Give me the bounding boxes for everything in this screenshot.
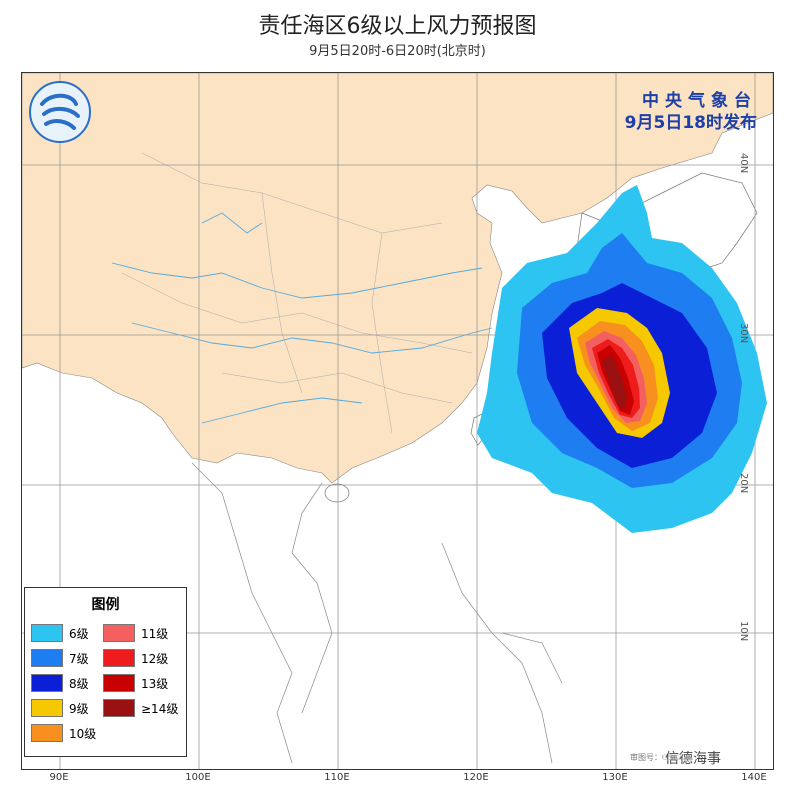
mainland-landmass <box>22 73 773 484</box>
legend-label: 12级 <box>141 651 169 666</box>
map-canvas <box>22 73 773 769</box>
legend-swatch <box>31 699 63 717</box>
lat-label-20n: 20N <box>738 473 749 494</box>
legend-swatch <box>31 674 63 692</box>
lon-label-100e: 100E <box>185 772 211 783</box>
southeast-asia-outline <box>191 462 563 764</box>
legend-item-14-plus: ≥14级 <box>103 699 178 717</box>
lat-lon-grid <box>22 73 773 769</box>
legend-label: 11级 <box>141 626 169 641</box>
wind-zones <box>477 185 767 533</box>
legend-item-12: 12级 <box>103 649 168 667</box>
province-borders <box>121 152 473 434</box>
lon-label-90e: 90E <box>49 772 69 783</box>
longitude-axis: 90E 100E 110E 120E 130E 140E <box>21 770 774 790</box>
hainan-island <box>324 483 350 503</box>
issue-time: 9月5日18时发布 <box>624 113 757 133</box>
legend-label: 10级 <box>69 726 97 741</box>
lon-label-120e: 120E <box>463 772 489 783</box>
legend: 图例 6级 7级 8级 9级 10级 11级 12级 13级 ≥14级 <box>24 587 187 757</box>
lat-label-40n: 40N <box>738 153 749 174</box>
legend-label: 13级 <box>141 676 169 691</box>
legend-item-6: 6级 <box>31 624 89 642</box>
legend-swatch <box>103 699 135 717</box>
forecast-map: 40N 30N 20N 10N <box>21 72 774 770</box>
legend-label: 6级 <box>69 626 89 641</box>
legend-item-11: 11级 <box>103 624 168 642</box>
forecast-period: 9月5日20时-6日20时(北京时) <box>309 44 486 59</box>
legend-item-7: 7级 <box>31 649 89 667</box>
rivers <box>111 212 493 424</box>
legend-swatch <box>31 724 63 742</box>
legend-swatch <box>103 674 135 692</box>
legend-title: 图例 <box>91 597 120 613</box>
legend-item-13: 13级 <box>103 674 168 692</box>
legend-swatch <box>103 649 135 667</box>
map-credit: 审图号：GS(2 <box>630 753 682 762</box>
cma-logo-icon <box>29 81 91 143</box>
legend-swatch <box>103 624 135 642</box>
wind-zone-14-plus <box>602 355 627 409</box>
legend-label: 9级 <box>69 701 89 716</box>
lat-label-10n: 10N <box>738 621 749 642</box>
legend-swatch <box>31 649 63 667</box>
legend-label: 7级 <box>69 651 89 666</box>
legend-label: 8级 <box>69 676 89 691</box>
issuer-block: 中央气象台 9月5日18时发布 <box>625 90 757 134</box>
lon-label-140e: 140E <box>741 772 767 783</box>
lon-label-110e: 110E <box>324 772 350 783</box>
lat-label-30n: 30N <box>738 323 749 344</box>
legend-item-9: 9级 <box>31 699 89 717</box>
issuer-agency: 中央气象台 <box>642 91 757 111</box>
legend-swatch <box>31 624 63 642</box>
watermark: 信德海事 <box>663 748 723 768</box>
legend-label: ≥14级 <box>141 701 179 716</box>
legend-item-8: 8级 <box>31 674 89 692</box>
map-title: 责任海区6级以上风力预报图 <box>258 14 537 39</box>
legend-item-10: 10级 <box>31 724 96 742</box>
lon-label-130e: 130E <box>602 772 628 783</box>
